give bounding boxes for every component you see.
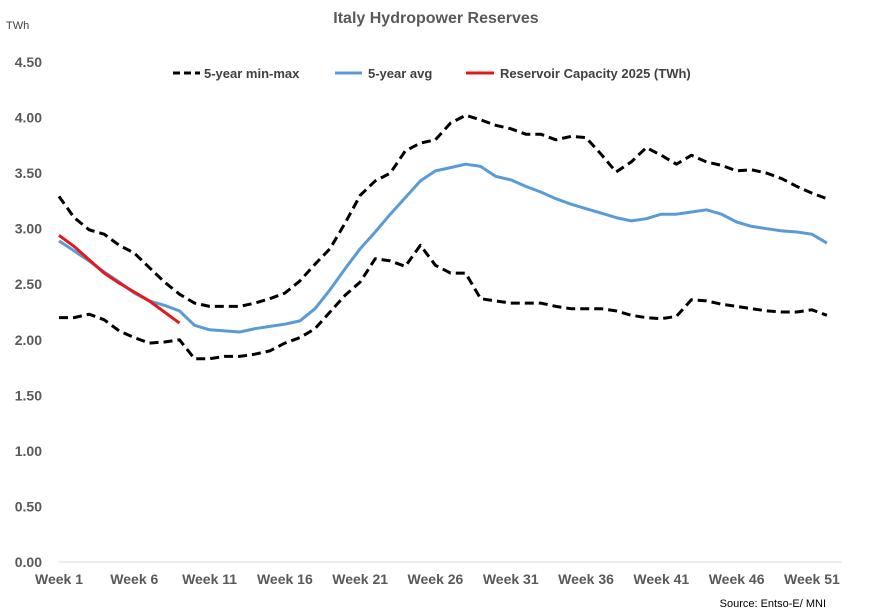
y-axis-unit: TWh (6, 20, 29, 32)
y-axis: 0.00 0.50 1.00 1.50 2.00 2.50 3.00 3.50 4.00 4.50 (15, 54, 42, 570)
chart-title: Italy Hydropower Reserves (333, 10, 539, 27)
x-tick-label: Week 11 (182, 571, 237, 587)
x-tick-label: Week 41 (633, 571, 689, 587)
y-tick-label: 4.50 (15, 54, 42, 70)
x-tick-label: Week 31 (483, 571, 539, 587)
x-tick-label: Week 36 (558, 571, 614, 587)
x-tick-label: Week 46 (709, 571, 765, 587)
y-tick-label: 1.50 (15, 387, 42, 403)
y-tick-label: 0.00 (15, 554, 42, 570)
legend-label-avg: 5-year avg (368, 66, 432, 81)
plot-area (57, 113, 828, 361)
x-tick-label: Week 21 (332, 571, 388, 587)
x-tick-label: Week 16 (257, 571, 313, 587)
series-line-reservoir-capacity-2025-twh (58, 234, 181, 325)
series-line-5-year-avg (58, 162, 828, 334)
x-axis: Week 1 Week 6 Week 11 Week 16 Week 21 Week 26… (35, 561, 842, 587)
series-line-5-year-max (57, 113, 828, 308)
series-line-5-year-min (59, 243, 828, 361)
legend: 5-year min-max 5-year avg Reservoir Capa… (173, 66, 691, 81)
y-tick-label: 0.50 (15, 498, 42, 514)
x-tick-label: Week 6 (110, 571, 158, 587)
y-tick-label: 2.00 (15, 332, 42, 348)
x-tick-label: Week 1 (35, 571, 83, 587)
source-note: Source: Entso-E/ MNI (720, 598, 826, 610)
x-tick-label: Week 26 (408, 571, 464, 587)
y-tick-label: 1.00 (15, 443, 42, 459)
legend-label-2025: Reservoir Capacity 2025 (TWh) (500, 66, 691, 81)
y-tick-label: 3.50 (15, 165, 42, 181)
y-tick-label: 2.50 (15, 276, 42, 292)
legend-label-min-max: 5-year min-max (204, 66, 300, 81)
y-tick-label: 4.00 (15, 110, 42, 126)
y-tick-label: 3.00 (15, 221, 42, 237)
x-tick-label: Week 51 (784, 571, 840, 587)
